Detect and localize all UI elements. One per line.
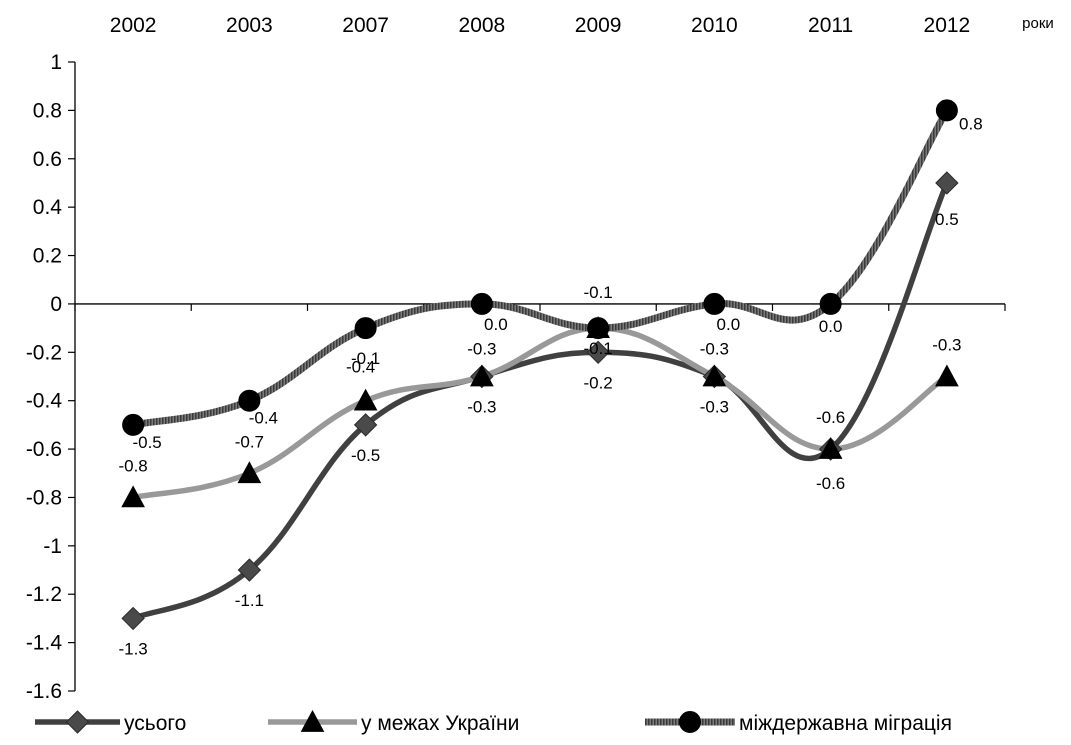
data-labels: -1.3 -1.1 -0.5 -0.3 -0.2 -0.3 -0.6 0.5 -0.8 -0.7 -…	[118, 114, 982, 658]
data-label: -0.1	[351, 349, 380, 368]
y-tick-label: 0	[50, 293, 62, 316]
x-category-label: 2002	[110, 14, 157, 37]
series-lines	[129, 106, 951, 622]
y-tick-label: 0.6	[33, 148, 62, 171]
y-tick-label: -1.6	[26, 680, 62, 703]
data-label: -0.3	[700, 340, 729, 359]
data-label: -0.3	[932, 336, 961, 355]
y-tick-label: -1.4	[26, 632, 63, 655]
y-tick-label: -0.2	[26, 341, 62, 364]
data-label: -1.3	[118, 639, 147, 658]
data-point-triangle	[237, 461, 262, 484]
data-label: 0.8	[959, 114, 983, 133]
legend-marker-circle	[679, 711, 701, 733]
series-line-diamond	[130, 180, 950, 622]
x-category-label: 2009	[575, 14, 622, 37]
data-point-triangle	[818, 437, 843, 459]
data-label: -0.3	[467, 398, 496, 417]
data-label: -0.1	[583, 283, 612, 302]
y-tick-label: -1	[43, 535, 62, 558]
y-tick-label: 1	[50, 51, 62, 74]
data-point-circle	[122, 413, 145, 436]
data-point-circle	[587, 317, 610, 340]
data-label: -0.6	[816, 474, 845, 493]
data-point-diamond	[121, 606, 145, 631]
legend-marker-triangle	[300, 709, 325, 732]
data-label: -0.5	[132, 433, 161, 452]
data-point-circle	[935, 99, 958, 122]
data-label: -0.3	[467, 340, 496, 359]
data-label: -0.4	[346, 358, 375, 377]
x-category-label: 2008	[459, 14, 506, 37]
data-label: -1.1	[235, 591, 264, 610]
data-label: -0.3	[700, 398, 729, 417]
data-point-circle	[470, 292, 493, 315]
x-category-label: 2012	[924, 14, 971, 37]
data-point-diamond	[237, 558, 262, 582]
series-markers	[121, 99, 959, 631]
y-tick-label: 0.4	[33, 196, 63, 219]
series-line-circle	[129, 106, 951, 429]
y-tick-label: 0.2	[33, 245, 62, 268]
data-label: 0.0	[717, 315, 741, 334]
y-tick-label: -0.8	[26, 486, 62, 509]
data-label: -0.8	[118, 456, 147, 475]
data-point-triangle	[121, 485, 145, 508]
data-label: -0.5	[351, 446, 380, 465]
legend-marker-diamond	[65, 710, 90, 734]
x-category-label: 2011	[808, 14, 853, 37]
y-tick-label: -0.6	[26, 438, 62, 461]
data-point-triangle	[353, 388, 378, 411]
y-tick-label: -1.2	[26, 583, 62, 606]
data-point-diamond	[353, 413, 378, 437]
y-tick-label: -0.4	[26, 390, 63, 413]
x-category-label: 2003	[226, 14, 273, 37]
data-label: -0.6	[816, 408, 845, 427]
data-point-triangle	[702, 364, 727, 387]
data-label: 0.5	[935, 210, 959, 229]
data-point-circle	[703, 292, 726, 315]
data-point-triangle	[470, 364, 494, 387]
legend: усього у межах України міждержавна міграці…	[35, 709, 952, 735]
data-label: -0.2	[583, 373, 612, 392]
data-point-diamond	[935, 171, 959, 195]
data-point-circle	[354, 317, 377, 340]
legend-label: міждержавна міграція	[739, 712, 952, 735]
legend-label: у межах України	[361, 712, 519, 735]
data-label: -0.1	[583, 339, 612, 358]
data-point-circle	[238, 389, 261, 412]
x-category-label: 2010	[691, 14, 738, 37]
axes: 1 0.8 0.6 0.4 0.2 0 -0.2 -0.4 -0.6 -0.8 -1 -1.2 -1.4…	[26, 14, 1054, 703]
data-label: -0.7	[235, 432, 264, 451]
data-point-diamond	[586, 340, 610, 365]
data-point-triangle	[935, 364, 959, 387]
data-label: 0.0	[819, 317, 843, 336]
x-category-label: 2007	[342, 14, 389, 37]
y-tick-label: 0.8	[33, 99, 62, 122]
data-label: -0.4	[249, 409, 278, 428]
x-unit-label: роки	[1022, 15, 1054, 32]
legend-label: усього	[124, 712, 186, 735]
data-label: 0.0	[484, 315, 508, 334]
data-point-circle	[819, 292, 842, 315]
